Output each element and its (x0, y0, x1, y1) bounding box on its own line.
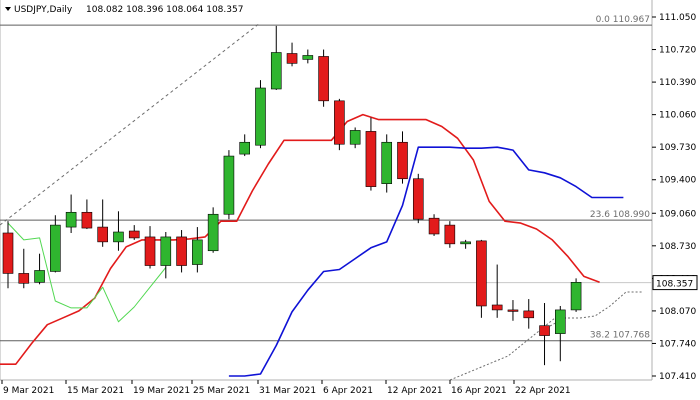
candle-body-7 (113, 231, 124, 243)
candle-body-10 (160, 236, 172, 266)
candle-body-2 (34, 270, 45, 283)
symbol-label: USDJPY,Daily (14, 5, 73, 15)
time-tick-label-3: 25 Mar 2021 (193, 386, 250, 396)
candle-body-14 (223, 155, 235, 215)
candle-body-34 (539, 325, 550, 336)
green-indicator-line (7, 222, 167, 323)
indicator-lines (0, 113, 624, 377)
time-tick-label-4: 31 Mar 2021 (259, 386, 316, 396)
candle-body-19 (302, 55, 314, 60)
candle-body-35 (554, 309, 566, 334)
candle-body-9 (144, 236, 156, 266)
fibonacci-levels: 0.0 110.967 23.6 108.990 38.2 107.768 (0, 15, 652, 342)
candle-body-8 (128, 230, 140, 239)
ohlc-values: 108.082 108.396 108.064 108.357 (86, 5, 243, 15)
time-tick-label-2: 19 Mar 2021 (133, 386, 190, 396)
candle-body-0 (2, 232, 14, 274)
price-tick-label-3: 110.060 (659, 111, 696, 121)
candle-body-21 (334, 100, 345, 145)
candle-body-13 (207, 213, 219, 252)
candle-body-3 (50, 224, 61, 272)
time-tick-label-6: 12 Apr 2021 (387, 386, 443, 396)
candle-body-31 (491, 304, 503, 311)
candle-body-12 (192, 239, 203, 265)
candle-body-24 (381, 141, 393, 184)
current-price-box (652, 275, 698, 291)
candle-body-4 (65, 211, 77, 228)
candle-body-11 (176, 236, 187, 266)
dashed-trend-line (0, 22, 261, 226)
candle-body-5 (81, 211, 93, 229)
candle-body-16 (255, 87, 266, 146)
time-tick-label-5: 6 Apr 2021 (323, 386, 373, 396)
current-price-label: 108.357 (656, 280, 693, 290)
price-tick-label-9: 108.070 (659, 307, 696, 317)
price-tick-label-1: 110.720 (659, 46, 696, 56)
blue-indicator-line (228, 146, 624, 377)
fib-level-label-1: 23.6 108.990 (590, 210, 650, 220)
candle-body-20 (318, 56, 329, 102)
fib-level-label-0: 0.0 110.967 (596, 15, 650, 25)
time-tick-label-7: 16 Apr 2021 (451, 386, 507, 396)
time-tick-label-8: 22 Apr 2021 (515, 386, 571, 396)
current-price-marker: 108.357 (652, 275, 698, 291)
candle-body-6 (97, 226, 108, 243)
price-tick-label-7: 108.730 (659, 242, 696, 252)
candle-body-29 (460, 241, 471, 245)
price-tick-label-6: 109.060 (659, 209, 696, 219)
candle-body-27 (428, 217, 440, 235)
candle-body-26 (412, 178, 424, 220)
candle-body-15 (239, 141, 250, 155)
menu-triangle-icon[interactable] (5, 7, 11, 11)
candle-body-22 (349, 130, 361, 145)
candle-body-30 (476, 240, 487, 307)
candle-body-1 (18, 273, 30, 284)
dashed-projection-curve (449, 317, 556, 381)
price-tick-label-5: 109.400 (659, 176, 696, 186)
time-tick-label-1: 15 Mar 2021 (67, 386, 124, 396)
time-axis: 9 Mar 2021 15 Mar 2021 19 Mar 2021 25 Mar 2… (1, 380, 571, 396)
candlesticks (2, 25, 582, 366)
chart-header: USDJPY,Daily 108.082 108.396 108.064 108… (5, 5, 243, 15)
candle-body-17 (270, 52, 282, 90)
candle-body-25 (397, 141, 408, 180)
price-tick-label-4: 109.730 (659, 143, 696, 153)
price-tick-label-11: 107.410 (659, 372, 696, 382)
candle-body-36 (570, 282, 582, 311)
candle-body-28 (444, 224, 456, 245)
candle-body-18 (286, 53, 298, 64)
candle-body-33 (523, 310, 535, 319)
candle-body-32 (507, 309, 519, 312)
candle-body-23 (365, 131, 377, 187)
time-tick-label-0: 9 Mar 2021 (3, 386, 54, 396)
fib-level-label-2: 38.2 107.768 (590, 331, 650, 341)
price-tick-label-2: 110.390 (659, 78, 696, 88)
price-tick-label-0: 111.050 (659, 13, 696, 23)
red-indicator-line (0, 113, 600, 366)
price-tick-label-10: 107.740 (659, 339, 696, 349)
